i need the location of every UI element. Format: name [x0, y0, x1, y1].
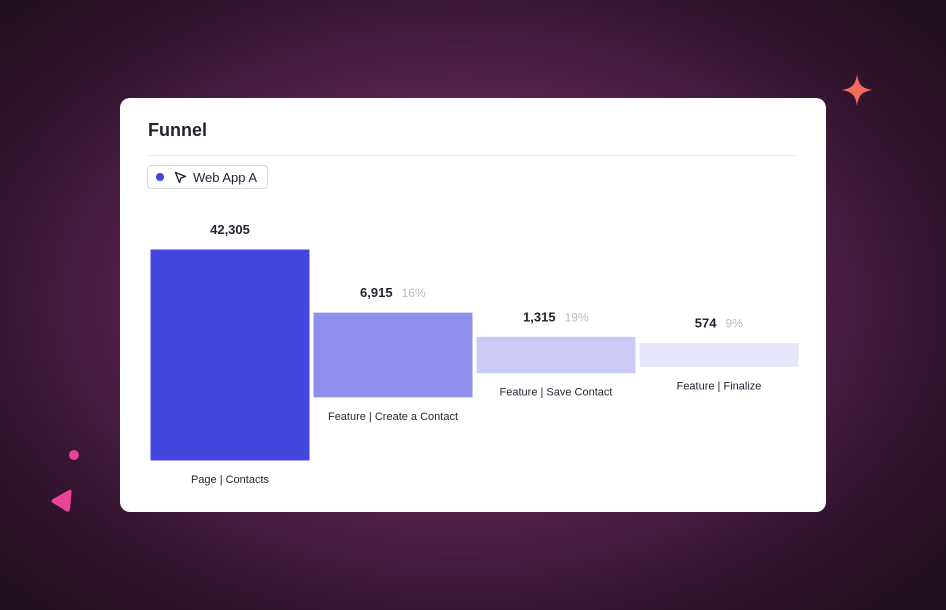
- bar-pct-label: 19%: [565, 310, 589, 324]
- funnel-bar[interactable]: [149, 248, 311, 462]
- bar-pct-label: 16%: [402, 286, 426, 300]
- divider: [148, 155, 796, 156]
- bar-value-label: 1,315 19%: [523, 309, 589, 324]
- category-label: Feature | Save Contact: [500, 387, 613, 399]
- category-label: Feature | Finalize: [677, 380, 762, 392]
- funnel-card: Funnel Web App A 42,305 Page | Contacts 6,…: [120, 98, 826, 512]
- bar-pct-label: 9%: [726, 317, 744, 331]
- funnel-bar[interactable]: [475, 335, 637, 375]
- segment-chip-label: Web App A: [193, 169, 258, 185]
- segment-chip[interactable]: Web App A: [147, 165, 269, 189]
- category-label: Feature | Create a Contact: [328, 411, 458, 423]
- cursor-arrow-icon: [174, 171, 187, 184]
- sparkle-icon: [840, 73, 874, 112]
- funnel-bar[interactable]: [312, 311, 474, 399]
- bar-value-label: 42,305: [210, 222, 250, 237]
- pink-triangle-icon: [50, 488, 74, 519]
- series-color-dot: [156, 173, 164, 181]
- category-label: Page | Contacts: [191, 474, 270, 486]
- funnel-chart: 42,305 Page | Contacts 6,915 16% Feature | C…: [149, 222, 800, 486]
- bar-value-label: 6,915 16%: [360, 285, 426, 300]
- bar-value-label: 574 9%: [695, 316, 743, 331]
- card-title: Funnel: [148, 120, 207, 140]
- pink-dot: [69, 450, 79, 460]
- funnel-bar[interactable]: [638, 342, 800, 368]
